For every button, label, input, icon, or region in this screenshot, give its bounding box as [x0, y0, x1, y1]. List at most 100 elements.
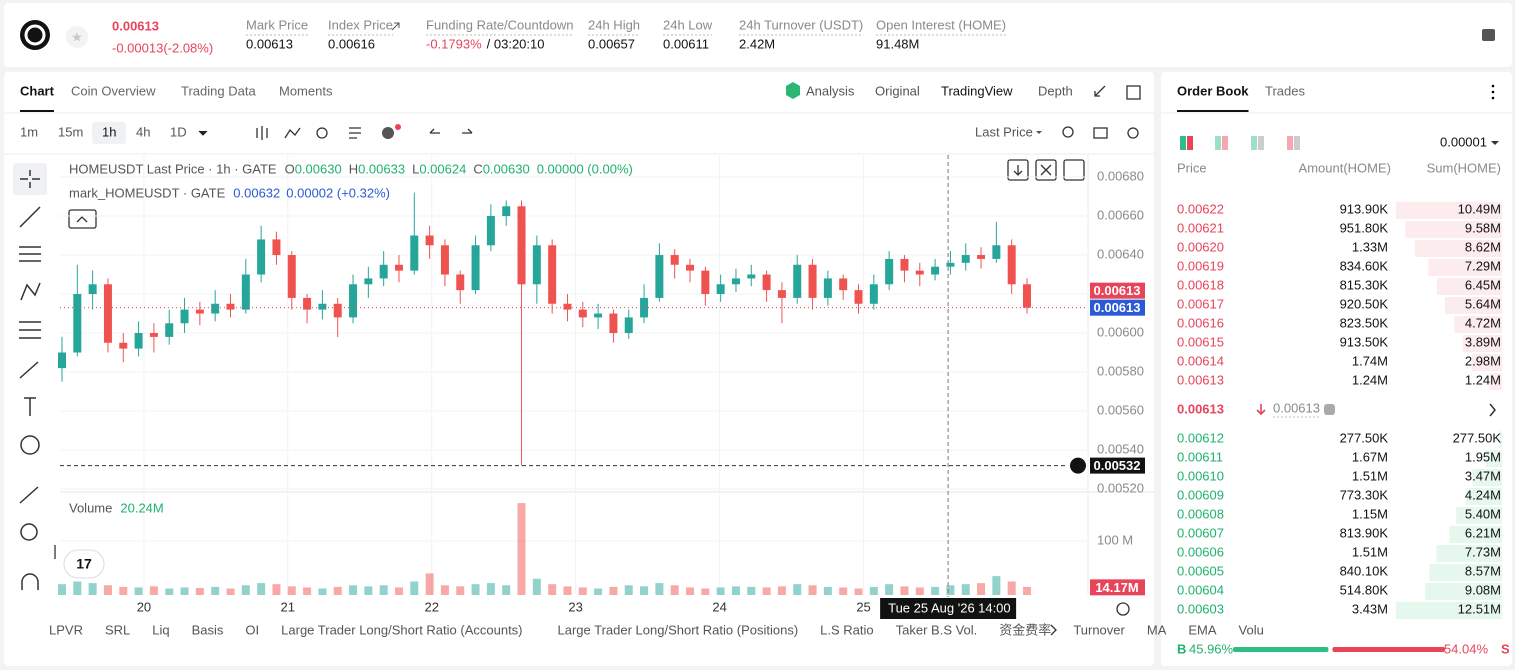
candle-body: [1007, 245, 1016, 285]
book-amount: 3.43M: [1352, 601, 1388, 616]
indicator[interactable]: EMA: [1188, 622, 1217, 637]
stat-value: 2.42M: [739, 36, 775, 51]
indicator[interactable]: SRL: [105, 622, 130, 637]
candle-body: [992, 245, 1001, 259]
book-amount: 913.50K: [1340, 334, 1389, 349]
candle-body: [165, 323, 174, 337]
volume-bar: [379, 585, 388, 595]
chart-tab[interactable]: Trading Data: [181, 83, 256, 98]
volume-tag: 14.17M: [1095, 580, 1138, 595]
ohlc-value: 0.00630: [483, 161, 530, 176]
indicator[interactable]: Taker B.S Vol.: [896, 622, 978, 637]
coin-logo: [20, 20, 50, 50]
orderbook-tab[interactable]: Order Book: [1177, 83, 1249, 98]
depth-bar: [1414, 240, 1502, 257]
chart-tab[interactable]: Moments: [279, 83, 333, 98]
candle-body: [303, 297, 312, 310]
interval[interactable]: 1D: [170, 124, 187, 139]
candle-body: [808, 264, 817, 298]
candle-body: [624, 317, 633, 334]
sell-ratio: 54.04%: [1444, 641, 1489, 656]
precision[interactable]: 0.00001: [1440, 134, 1487, 149]
orderbook-panel: [1161, 72, 1512, 666]
candle-body: [793, 264, 802, 298]
indicator[interactable]: LPVR: [49, 622, 83, 637]
indicator[interactable]: Volu: [1239, 622, 1264, 637]
dropdown: [1036, 131, 1042, 134]
volume-bar: [58, 584, 66, 595]
candle-body: [701, 270, 710, 295]
candle-body: [333, 303, 342, 318]
indicator[interactable]: OI: [245, 622, 259, 637]
dropdown[interactable]: [198, 130, 208, 136]
book-price: 0.00620: [1177, 239, 1224, 254]
x-tick-label: 25: [856, 599, 870, 614]
candle-body: [915, 270, 924, 275]
view-option[interactable]: Original: [875, 83, 920, 98]
volume-bar: [578, 587, 587, 595]
interval[interactable]: 1h: [102, 124, 116, 139]
indicator[interactable]: 资金费率: [999, 622, 1051, 637]
indicator[interactable]: Basis: [192, 622, 224, 637]
chart-tab[interactable]: Chart: [20, 83, 55, 98]
indicator[interactable]: Large Trader Long/Short Ratio (Accounts): [281, 622, 522, 637]
x-tick-label: 21: [281, 599, 295, 614]
book-amount: 1.24M: [1352, 372, 1388, 387]
candle-body: [88, 284, 97, 295]
view-option[interactable]: Analysis: [806, 83, 855, 98]
candle-body: [287, 255, 296, 298]
view-option[interactable]: TradingView: [941, 83, 1013, 98]
link-icon[interactable]: [391, 22, 400, 31]
indicator[interactable]: Turnover: [1073, 622, 1125, 637]
candle-body: [777, 290, 786, 298]
column-header: Amount(HOME): [1299, 160, 1391, 175]
chart-panel: [4, 72, 1154, 666]
depth-bar: [1436, 278, 1502, 295]
orderbook-tab[interactable]: Trades: [1265, 83, 1305, 98]
volume-bar: [854, 588, 863, 595]
candle-body: [839, 278, 848, 291]
ohlc-change: 0.00000 (0.00%): [537, 161, 633, 176]
candle-body: [471, 245, 480, 291]
orderbook-icons[interactable]: [1180, 84, 1499, 417]
x-tick-label: 24: [712, 599, 726, 614]
view-option[interactable]: Depth: [1038, 83, 1073, 98]
favorite[interactable]: [66, 26, 88, 48]
candle-body: [578, 309, 587, 318]
add-alert[interactable]: [1070, 457, 1086, 474]
settings-icon[interactable]: [1482, 29, 1495, 41]
volume-bar: [563, 586, 572, 595]
volume-bar: [777, 586, 786, 595]
volume-bar: [73, 581, 82, 595]
depth-bar: [1396, 602, 1502, 619]
stat-label: Open Interest (HOME): [876, 17, 1006, 32]
book-price: 0.00610: [1177, 468, 1224, 483]
book-price: 0.00606: [1177, 544, 1224, 559]
price-type[interactable]: Last Price: [975, 124, 1033, 139]
y-tick-label: 0.00580: [1097, 363, 1144, 378]
volume-bar: [885, 584, 894, 595]
candle-body: [364, 278, 373, 285]
volume-bar: [349, 585, 358, 595]
sell-letter: S: [1501, 641, 1510, 656]
favorite-star[interactable]: ★: [71, 29, 83, 44]
interval[interactable]: 1m: [20, 124, 38, 139]
volume-bar: [915, 587, 924, 595]
indicator[interactable]: MA: [1147, 622, 1167, 637]
toolbar-icons[interactable]: [54, 85, 1141, 636]
indicator[interactable]: Large Trader Long/Short Ratio (Positions…: [558, 622, 799, 637]
stat-extra: / 03:20:10: [487, 36, 545, 51]
volume-tag-bg: [1090, 579, 1145, 596]
indicator[interactable]: L.S Ratio: [820, 622, 873, 637]
x-tick-label: 20: [137, 599, 151, 614]
book-sum: 7.73M: [1465, 544, 1501, 559]
interval[interactable]: 4h: [136, 124, 150, 139]
book-price: 0.00605: [1177, 563, 1224, 578]
chart-tab[interactable]: Coin Overview: [71, 83, 156, 98]
volume-bar: [149, 586, 158, 595]
interval[interactable]: 15m: [58, 124, 83, 139]
book-price: 0.00622: [1177, 201, 1224, 216]
last-price: 0.00613: [112, 18, 159, 33]
volume-bar: [731, 586, 740, 595]
indicator[interactable]: Liq: [152, 622, 169, 637]
